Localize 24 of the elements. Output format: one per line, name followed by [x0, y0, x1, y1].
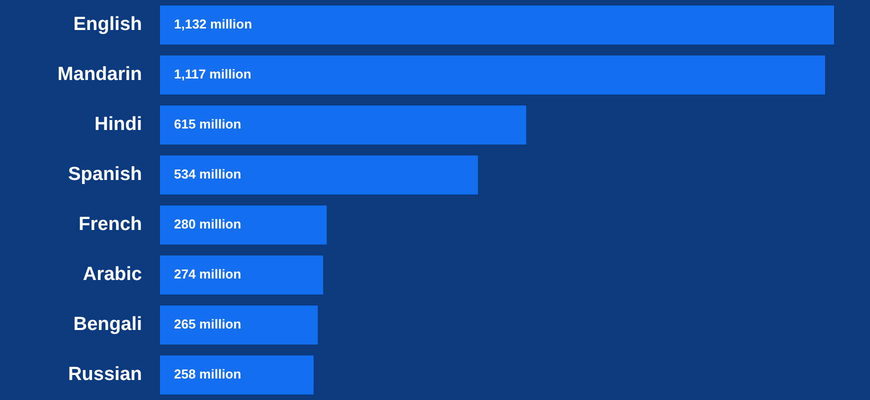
bar [160, 6, 834, 44]
data-label: 258 million [174, 366, 242, 382]
bar [160, 156, 478, 194]
data-label: 1,132 million [174, 16, 252, 32]
bar [160, 306, 318, 344]
data-label: 274 million [174, 266, 242, 282]
data-label: 280 million [174, 216, 242, 232]
y-tick-label: Mandarin [58, 64, 142, 86]
y-tick-label: Hindi [94, 114, 142, 136]
y-tick-label: English [73, 14, 142, 36]
bar [160, 106, 526, 144]
data-label: 615 million [174, 116, 242, 132]
y-tick-label: Bengali [73, 314, 142, 336]
bar [160, 356, 314, 394]
data-label: 1,117 million [174, 66, 252, 82]
bar [160, 56, 826, 94]
bar [160, 256, 324, 294]
data-label: 534 million [174, 166, 242, 182]
data-label: 265 million [174, 316, 242, 332]
y-tick-label: French [78, 214, 142, 236]
y-tick-label: Spanish [68, 164, 142, 186]
y-tick-label: Arabic [82, 264, 142, 286]
bar [160, 206, 327, 244]
y-tick-label: Russian [68, 364, 142, 386]
